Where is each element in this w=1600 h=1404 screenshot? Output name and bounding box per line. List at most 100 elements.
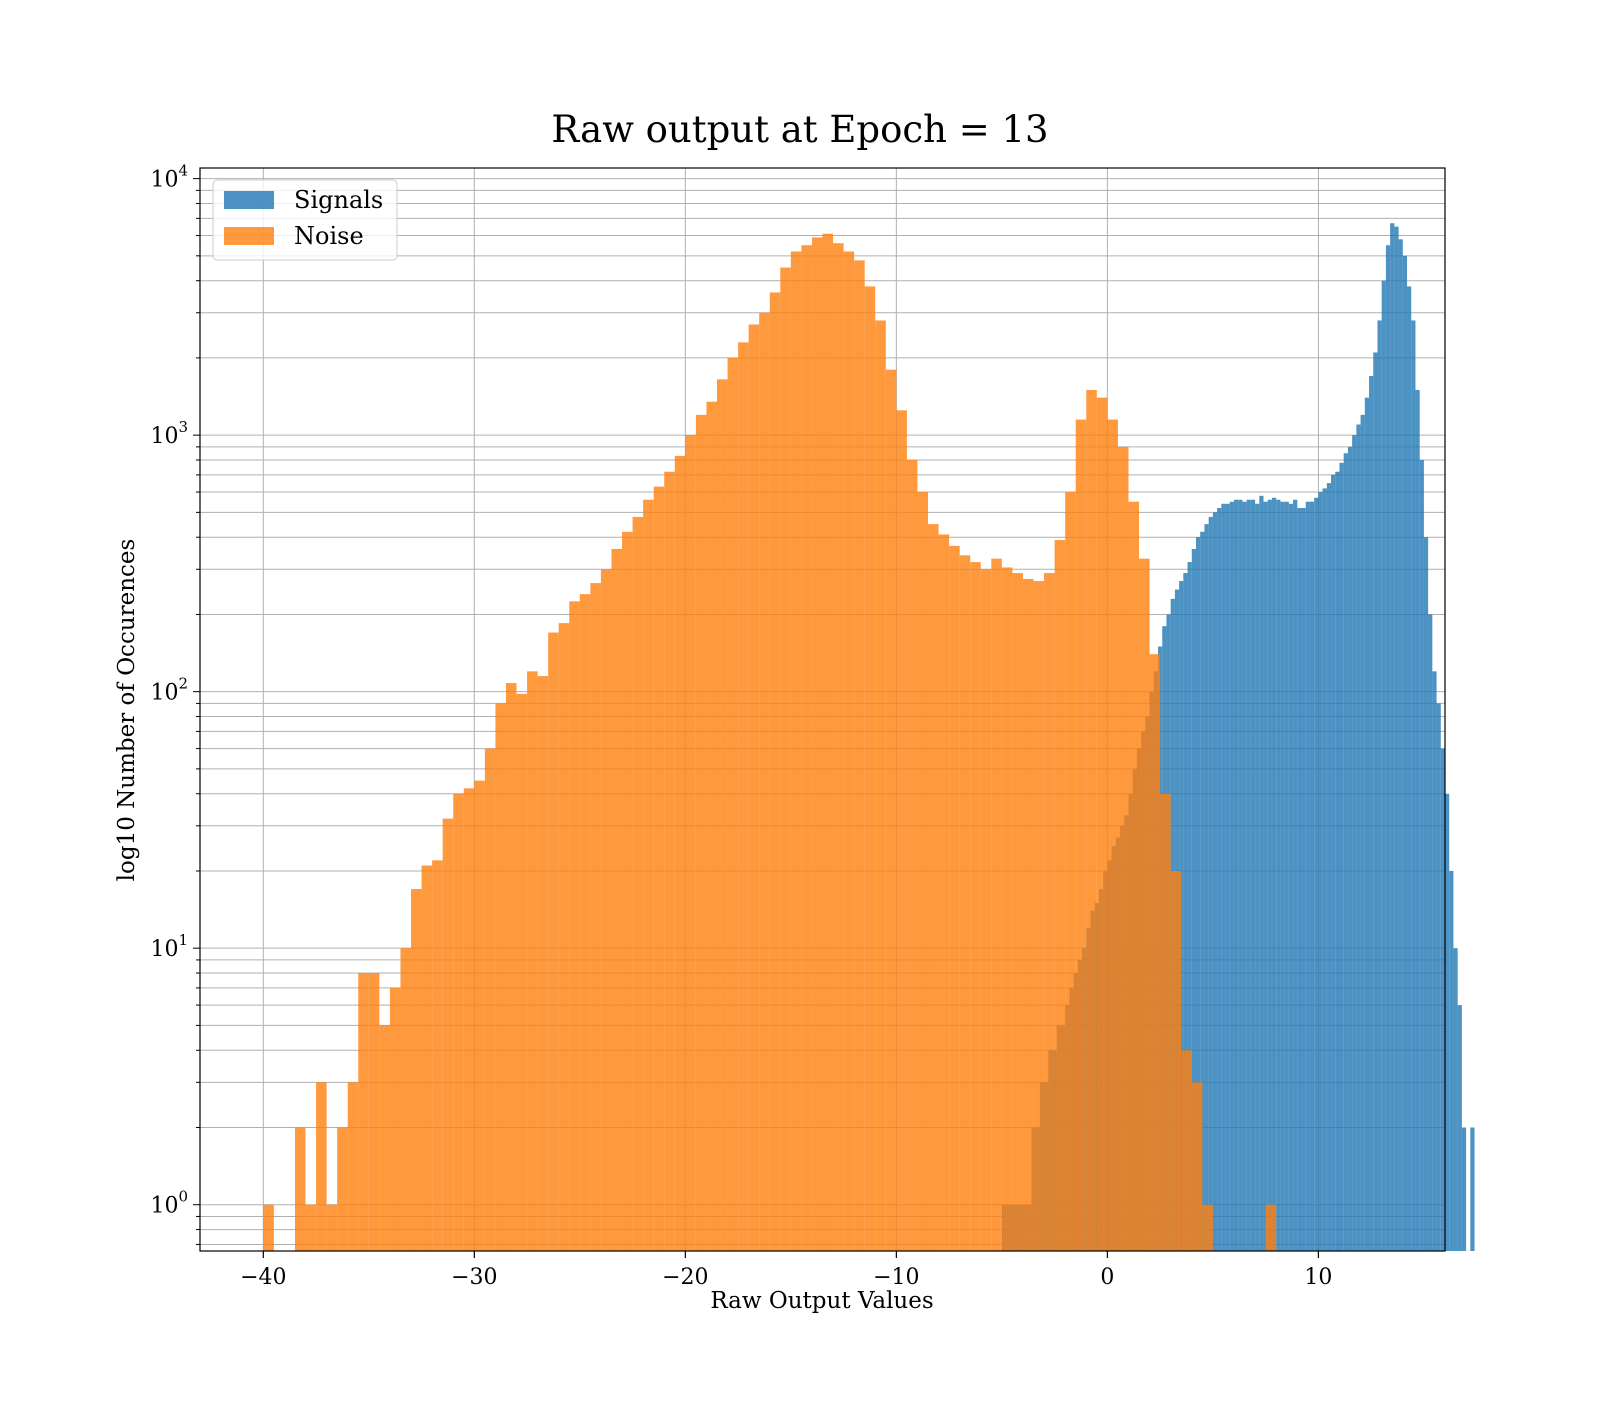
bar-signals [1347, 446, 1353, 1252]
bar-noise [822, 233, 834, 1252]
x-tick-label: 10 [1304, 1265, 1332, 1290]
bar-noise [1054, 540, 1066, 1251]
x-tick-label: −30 [451, 1265, 497, 1290]
bar-signals [1432, 671, 1437, 1251]
bar-noise [949, 545, 960, 1251]
bar-noise [811, 237, 823, 1251]
bar-signals [1284, 501, 1289, 1251]
svg-text:100: 100 [150, 1188, 188, 1219]
bar-noise [1086, 389, 1097, 1251]
bar-signals [1449, 870, 1454, 1251]
x-tick-label: 0 [1100, 1265, 1114, 1290]
bar-noise [1139, 558, 1150, 1251]
legend-swatch-signals [224, 191, 274, 209]
bar-noise [959, 555, 971, 1251]
bar-noise [379, 1025, 390, 1251]
bar-signals [1402, 255, 1408, 1252]
bar-signals [1436, 703, 1441, 1251]
bar-noise [769, 292, 781, 1251]
bar-signals [1415, 389, 1420, 1251]
y-tick-label: 103 [150, 418, 188, 449]
bar-noise [1202, 1204, 1213, 1251]
bar-noise [1265, 1204, 1277, 1251]
bar-signals [1461, 1127, 1467, 1251]
bar-noise [885, 369, 897, 1251]
bar-noise [1022, 578, 1034, 1251]
legend-label-noise: Noise [294, 222, 364, 250]
bar-signals [1326, 483, 1332, 1251]
bar-signals [1297, 507, 1302, 1251]
bar-noise [1191, 1082, 1203, 1251]
bar-noise [400, 948, 412, 1251]
bar-noise [537, 676, 549, 1251]
bar-noise [622, 531, 633, 1251]
bar-noise [653, 486, 665, 1251]
bar-noise [1065, 492, 1076, 1252]
bar-noise [917, 492, 929, 1252]
bar-noise [337, 1127, 348, 1251]
bar-noise [1181, 1050, 1192, 1251]
bar-noise [674, 455, 686, 1251]
bar-signals [1373, 352, 1378, 1252]
y-tick-label: 100 [150, 1188, 188, 1219]
bar-signals [1242, 501, 1247, 1251]
bar-noise [1096, 397, 1108, 1251]
bar-signals [1318, 492, 1323, 1252]
plot-frame [199, 167, 1446, 1252]
bar-noise [368, 973, 380, 1251]
x-axis-ticks: −40 −30 −20 −10 0 10 [240, 1251, 1332, 1290]
bar-noise [928, 524, 939, 1251]
bar-signals [1183, 573, 1188, 1251]
bar-signals [1377, 320, 1382, 1251]
svg-text:104: 104 [150, 162, 188, 193]
bar-signals [1271, 497, 1277, 1251]
bar-signals [1221, 503, 1226, 1251]
bar-noise [1160, 793, 1171, 1251]
x-tick-label: −10 [873, 1265, 919, 1290]
legend: Signals Noise [212, 179, 398, 261]
bar-signals [1229, 501, 1234, 1251]
bar-noise [738, 342, 749, 1251]
bar-signals [1440, 748, 1445, 1251]
bar-signals [1293, 499, 1298, 1251]
bar-noise [875, 320, 886, 1251]
bar-signals [1411, 320, 1416, 1251]
bar-signals [1369, 376, 1374, 1251]
bar-noise [780, 267, 791, 1251]
bar-signals [1233, 499, 1239, 1251]
bar-signals [1428, 614, 1433, 1251]
bar-noise [316, 1082, 327, 1251]
bar-noise [1012, 573, 1023, 1251]
bar-noise [748, 324, 760, 1251]
bar-noise [453, 793, 464, 1251]
bar-noise [579, 594, 591, 1251]
bar-signals [1246, 499, 1251, 1251]
bar-noise [1170, 870, 1182, 1251]
bar-noise [569, 601, 580, 1251]
bar-signals [1419, 460, 1424, 1251]
bar-noise [1117, 446, 1129, 1252]
x-tick-label: −20 [662, 1265, 708, 1290]
bar-signals [1343, 453, 1348, 1252]
bar-signals [1314, 497, 1319, 1251]
bar-signals [1360, 414, 1365, 1251]
bar-signals [1398, 239, 1403, 1251]
bar-signals [1217, 507, 1222, 1251]
svg-text:103: 103 [150, 418, 188, 449]
bar-noise [590, 583, 601, 1251]
bar-noise [389, 987, 401, 1251]
bar-noise [495, 703, 506, 1251]
y-axis-ticks: 100 101 102 103 104 [150, 162, 200, 1245]
bar-signals [1305, 501, 1310, 1251]
y-axis-label: log10 Number of Occurences [114, 539, 140, 882]
bar-signals [1208, 516, 1213, 1251]
bar-noise [980, 569, 992, 1251]
bar-signals [1390, 223, 1395, 1252]
bar-noise [326, 1204, 338, 1251]
bar-noise [643, 499, 654, 1251]
svg-text:101: 101 [150, 931, 188, 962]
bar-noise [1075, 419, 1087, 1252]
bar-noise [263, 1204, 274, 1251]
bar-signals [1331, 474, 1336, 1251]
